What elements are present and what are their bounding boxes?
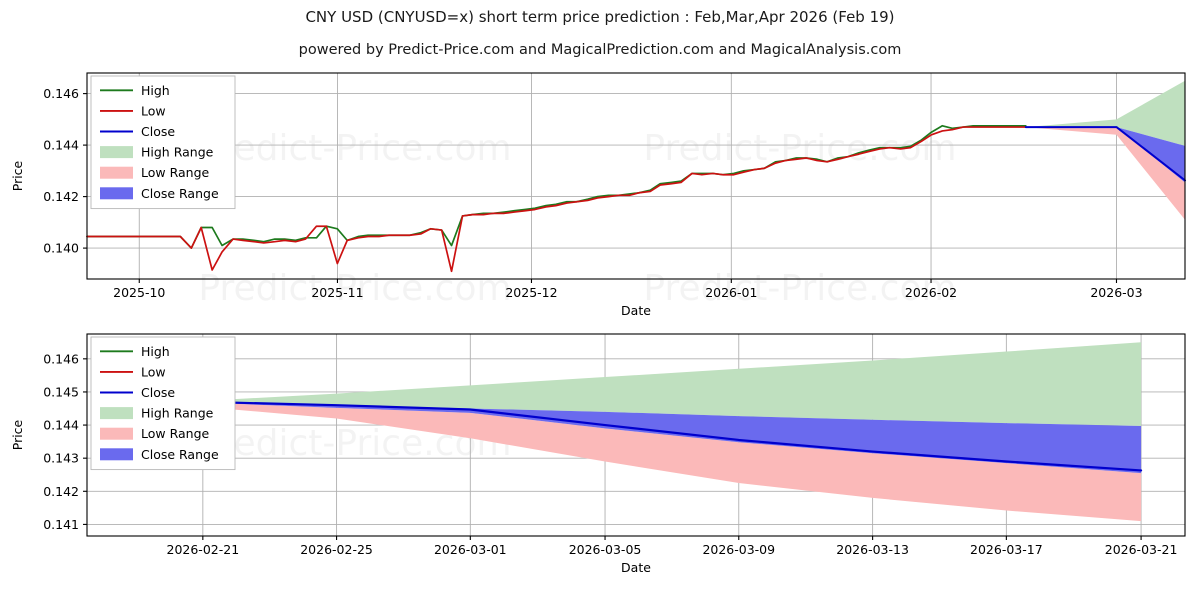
high-range-band [1025, 80, 1185, 146]
legend: High Low Close High Range Low Range Close Ran… [90, 75, 236, 210]
x-tick-label: 2026-03-17 [970, 542, 1043, 557]
legend-label: Close [141, 124, 175, 139]
close-range-band [100, 401, 1142, 474]
y-tick-label: 0.145 [43, 384, 79, 399]
y-tick-label: 0.143 [43, 451, 79, 466]
x-tick-label: 2026-02 [905, 285, 957, 300]
y-tick-label: 0.142 [43, 484, 79, 499]
legend-label: High Range [141, 406, 214, 421]
legend-swatch-close-range [100, 448, 133, 461]
legend-box [90, 75, 236, 210]
y-tick-label: 0.142 [43, 189, 79, 204]
plot-frame [86, 72, 1186, 280]
x-tick-label: 2026-03-05 [569, 542, 642, 557]
legend-label: Low Range [141, 426, 210, 441]
x-tick-label: 2025-12 [505, 285, 557, 300]
watermark: Predict-Price.com [198, 268, 511, 309]
overview-chart: Predict-Price.com Predict-Price.com Predic… [10, 72, 1186, 318]
y-tick-label: 0.141 [43, 517, 79, 532]
x-tick-label: 2026-03-01 [434, 542, 507, 557]
legend: High Low Close High Range Low Range Close Ran… [90, 336, 236, 471]
x-tick-label: 2026-03-13 [836, 542, 909, 557]
x-tick-label: 2025-11 [311, 285, 363, 300]
watermark: Predict-Price.com [198, 128, 511, 169]
forecast-detail-chart: Predict-Price.comPredict-Price.com0.1410… [10, 333, 1186, 575]
low-line [86, 126, 1027, 273]
legend-label: Close Range [141, 447, 219, 462]
y-tick-label: 0.146 [43, 86, 79, 101]
low-range-band [1025, 127, 1185, 220]
y-axis-title: Price [10, 419, 25, 450]
x-tick-label: 2026-02-21 [167, 542, 240, 557]
legend-label: Close Range [141, 186, 219, 201]
legend-swatch-high-range [100, 407, 133, 420]
page-title: CNY USD (CNYUSD=x) short term price pred… [305, 8, 895, 26]
legend-swatch-high-range [100, 146, 133, 159]
legend-label: High Range [141, 145, 214, 160]
watermark: Predict-Price.com [643, 268, 956, 309]
legend-label: Low [141, 364, 166, 379]
page-subtitle: powered by Predict-Price.com and Magical… [298, 42, 902, 58]
x-tick-label: 2026-03-21 [1105, 542, 1178, 557]
x-axis-title: Date [621, 560, 651, 575]
low-range-band [100, 401, 1142, 522]
legend-label: High [141, 83, 170, 98]
plot-frame [86, 333, 1186, 537]
y-tick-label: 0.140 [43, 241, 79, 256]
close-line [1024, 126, 1186, 182]
close-line [99, 400, 1143, 472]
x-tick-label: 2025-10 [113, 285, 165, 300]
y-tick-label: 0.144 [43, 138, 79, 153]
legend-label: Low Range [141, 165, 210, 180]
x-axis-title: Date [621, 303, 651, 318]
close-range-band [1025, 127, 1185, 183]
legend-label: High [141, 344, 170, 359]
y-tick-label: 0.144 [43, 418, 79, 433]
y-axis-title: Price [10, 160, 25, 191]
legend-label: Close [141, 385, 175, 400]
x-tick-label: 2026-03 [1090, 285, 1142, 300]
x-tick-label: 2026-03-09 [702, 542, 775, 557]
high-line [86, 124, 1027, 249]
legend-box [90, 336, 236, 471]
x-tick-label: 2026-01 [705, 285, 757, 300]
legend-swatch-low-range [100, 427, 133, 440]
y-tick-label: 0.146 [43, 351, 79, 366]
legend-label: Low [141, 103, 166, 118]
legend-swatch-close-range [100, 187, 133, 200]
legend-swatch-low-range [100, 166, 133, 179]
x-tick-label: 2026-02-25 [300, 542, 373, 557]
